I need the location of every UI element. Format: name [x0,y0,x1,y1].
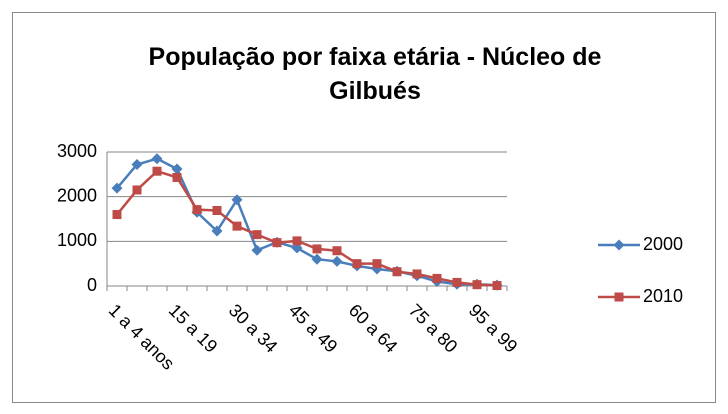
marker [112,210,122,220]
chart-border [12,12,716,403]
marker [151,153,163,165]
y-tick-label: 3000 [57,141,97,161]
marker [292,236,302,246]
legend-marker [613,239,625,251]
marker [332,246,342,256]
marker [272,238,282,248]
marker [111,182,123,194]
y-tick-label: 1000 [57,230,97,250]
marker [171,163,183,175]
legend-label: 2000 [643,234,683,254]
marker [172,172,182,182]
marker [312,244,322,254]
marker [432,273,442,283]
marker [472,280,482,290]
marker [452,277,462,287]
marker [131,159,143,171]
marker [311,253,323,265]
marker [212,206,222,216]
marker [392,267,402,277]
legend-label: 2010 [643,286,683,306]
legend-marker [614,292,624,302]
marker [331,255,343,267]
marker [152,166,162,176]
marker [412,269,422,279]
marker [372,259,382,269]
marker [211,225,223,237]
marker [192,205,202,215]
y-tick-label: 0 [87,275,97,295]
marker [251,244,263,256]
marker [231,194,243,206]
marker [252,230,262,240]
chart-title: População por faixa etária - Núcleo de G… [148,43,602,105]
marker [492,281,502,291]
marker [132,185,142,195]
marker [232,221,242,231]
y-tick-label: 2000 [57,185,97,205]
marker [352,259,362,269]
